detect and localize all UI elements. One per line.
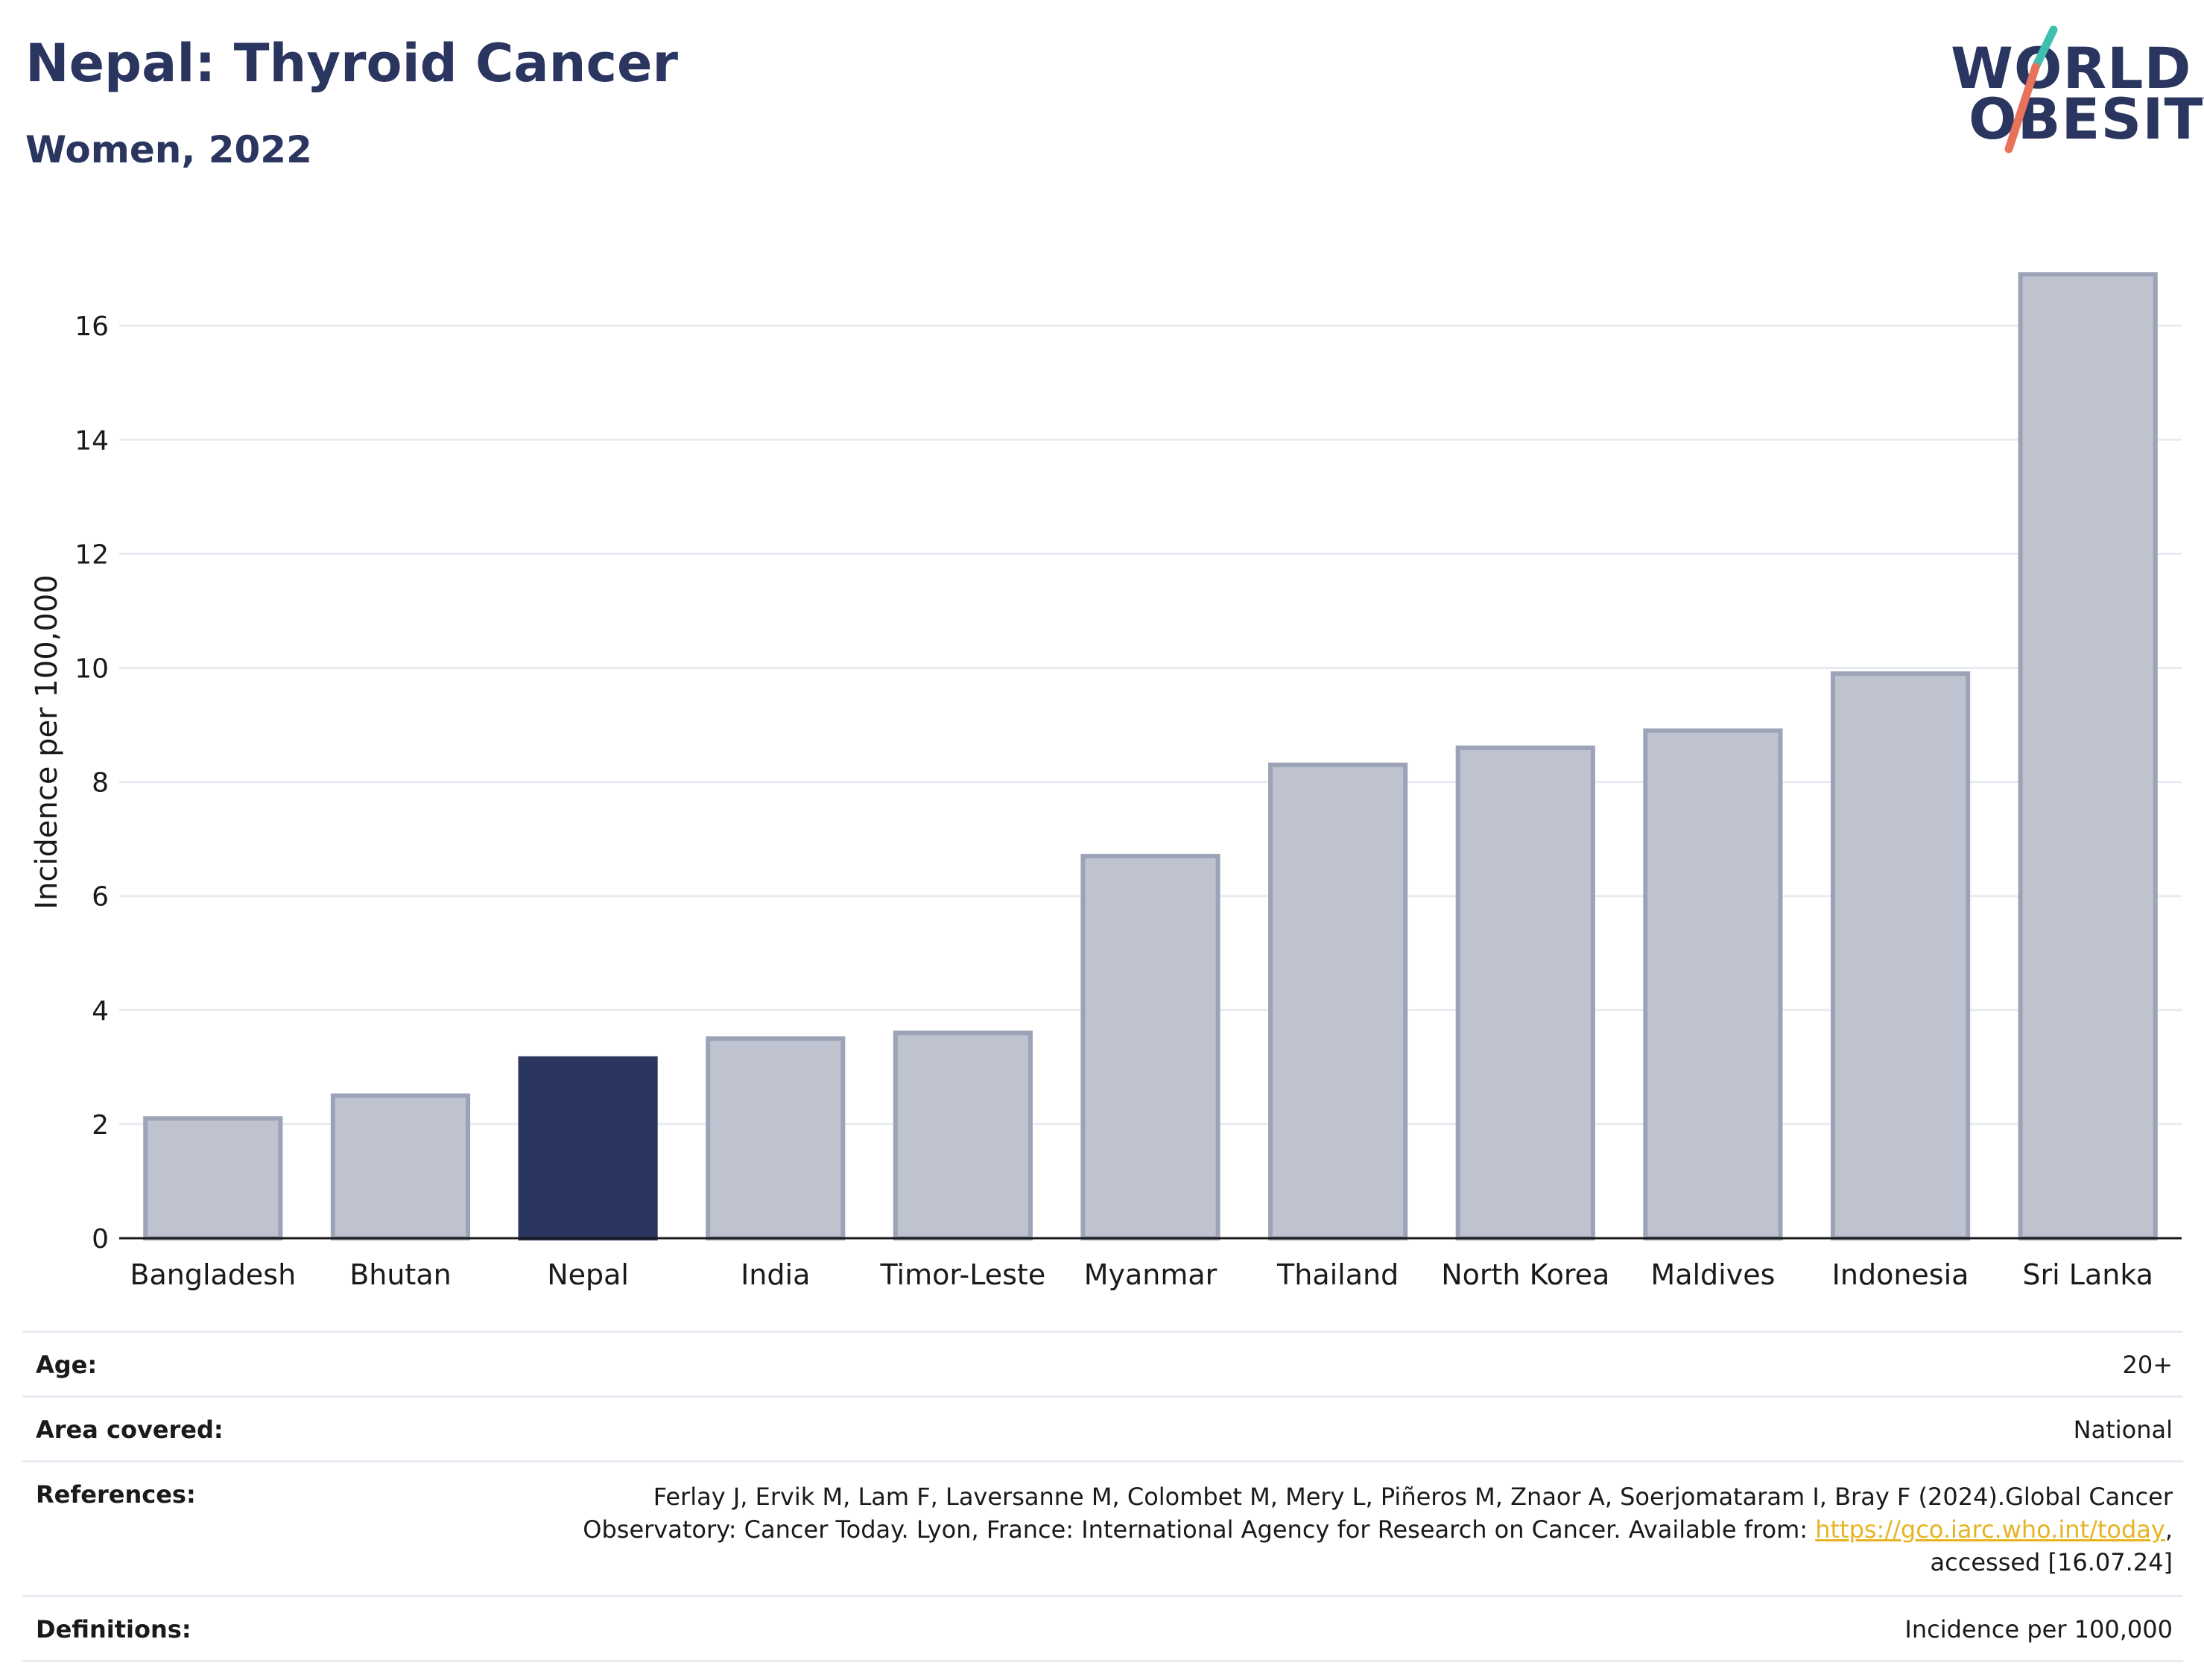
bars [143,272,2158,1241]
x-tick-label: Sri Lanka [2022,1258,2153,1291]
bar-myanmar[interactable] [1080,854,1220,1240]
bar-nepal[interactable] [518,1056,658,1240]
info-row-definitions: Definitions: Incidence per 100,000 [22,1595,2183,1663]
info-table: Age: 20+ Area covered: National Referenc… [22,1331,2183,1663]
x-tick-label: Myanmar [1084,1258,1217,1291]
y-tick-label: 8 [92,768,109,799]
chart-title: Nepal: Thyroid Cancer [25,33,678,94]
x-tick-label: Maldives [1650,1258,1775,1291]
age-label: Age: [36,1351,98,1379]
y-tick-label: 4 [92,996,109,1027]
logo-slash-icon [2004,25,2058,153]
y-tick-label: 0 [92,1224,109,1255]
x-tick-label: North Korea [1441,1258,1609,1291]
y-tick-label: 14 [75,425,109,456]
area-label: Area covered: [36,1416,224,1444]
references-label: References: [36,1480,196,1509]
bar-bangladesh[interactable] [143,1116,283,1240]
bar-indonesia[interactable] [1830,671,1971,1240]
bar-timor-leste[interactable] [893,1030,1033,1241]
x-tick-label: Bhutan [349,1258,452,1291]
y-tick-label: 2 [92,1110,109,1141]
y-tick-label: 10 [75,653,109,684]
chart-subtitle: Women, 2022 [25,128,312,171]
y-tick-label: 6 [92,882,109,913]
info-row-area: Area covered: National [22,1395,2183,1460]
y-tick-label: 12 [75,539,109,570]
x-tick-label: Indonesia [1832,1258,1969,1291]
bar-sri-lanka[interactable] [2018,272,2158,1240]
references-value: Ferlay J, Ervik M, Lam F, Laversanne M, … [504,1480,2173,1579]
y-tick-label: 16 [75,311,109,342]
info-row-age: Age: 20+ [22,1331,2183,1395]
references-link[interactable]: https://gco.iarc.who.int/today [1815,1515,2165,1544]
info-row-references: References: Ferlay J, Ervik M, Lam F, La… [22,1460,2183,1595]
x-tick-label: India [741,1258,810,1291]
bar-india[interactable] [706,1036,846,1240]
logo-line-1: WORLD [1951,35,2192,101]
bar-north-korea[interactable] [1455,745,1595,1240]
definitions-label: Definitions: [36,1615,191,1644]
definitions-value: Incidence per 100,000 [1904,1615,2173,1644]
x-tick-label: Timor-Leste [879,1258,1045,1291]
bar-thailand[interactable] [1268,762,1408,1240]
references-text: Ferlay J, Ervik M, Lam F, Laversanne M, … [583,1483,2173,1544]
age-value: 20+ [2122,1351,2173,1379]
y-axis-label: Incidence per 100,000 [30,574,64,910]
bar-maldives[interactable] [1643,728,1783,1240]
world-obesity-logo: WORLD OBESITY [1937,22,2204,156]
bar-chart: 0 2 4 6 8 10 12 14 16 Bangladesh Bhutan Nepal India T… [30,272,2182,1291]
axes: 0 2 4 6 8 10 12 14 16 Bangladesh Bhutan Nepal India T… [75,311,2182,1291]
logo-line-2: OBESITY [1969,86,2204,152]
references-accessed: , accessed [16.07.24] [1930,1515,2173,1577]
area-value: National [2073,1416,2173,1444]
x-tick-label: Bangladesh [130,1258,296,1291]
bar-bhutan[interactable] [330,1093,471,1241]
x-tick-label: Thailand [1276,1258,1399,1291]
x-tick-label: Nepal [547,1258,629,1291]
